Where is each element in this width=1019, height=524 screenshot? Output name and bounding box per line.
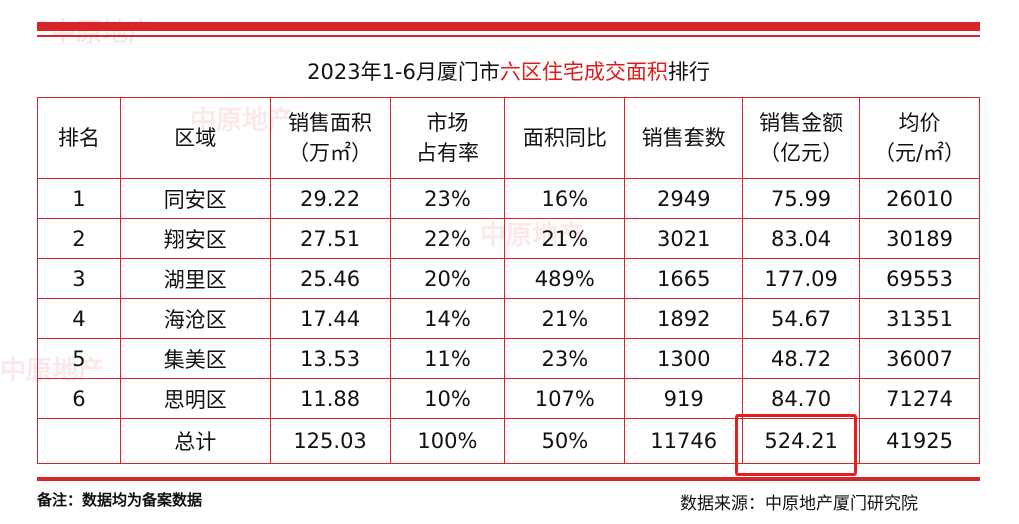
cell: 6 xyxy=(37,378,121,419)
footer-note: 备注：数据均为备案数据 xyxy=(37,491,203,509)
title-highlight: 六区住宅成交面积 xyxy=(499,60,668,84)
cell: 48.72 xyxy=(742,338,861,379)
cell: 20% xyxy=(389,258,506,299)
table-row: 1 同安区 29.22 23% 16% 2949 75.99 26010 xyxy=(37,178,980,219)
bottom-bar xyxy=(37,477,980,481)
cell: 69553 xyxy=(859,258,980,299)
cell: 1665 xyxy=(624,258,744,299)
header-line: 占有率 xyxy=(415,141,479,165)
cell: 27.51 xyxy=(269,218,391,259)
cell: 4 xyxy=(37,298,121,339)
cell: 16% xyxy=(504,178,626,219)
cell: 1892 xyxy=(624,298,744,339)
cell: 30189 xyxy=(859,218,980,259)
cell: 11% xyxy=(389,338,506,379)
table-row: 2 翔安区 27.51 22% 21% 3021 83.04 30189 xyxy=(37,218,980,259)
header-cell: 销售金额 （亿元） xyxy=(742,97,861,179)
cell: 54.67 xyxy=(742,298,861,339)
cell: 489% xyxy=(504,258,626,299)
cell: 919 xyxy=(624,378,744,419)
table: 排名 区域 销售面积 （万㎡） 市场 占有率 面积同比 销售套数 销售金额 （亿元） 均价 （元/㎡）… xyxy=(37,97,980,464)
cell: 10% xyxy=(389,378,506,419)
cell: 26010 xyxy=(859,178,980,219)
header-row: 排名 区域 销售面积 （万㎡） 市场 占有率 面积同比 销售套数 销售金额 （亿元） 均价 （元/㎡） xyxy=(37,97,980,179)
total-row: 总计 125.03 100% 50% 11746 524.21 41925 xyxy=(37,418,980,464)
highlight-box xyxy=(735,414,857,476)
cell: 84.70 xyxy=(742,378,861,419)
header-line: （万㎡） xyxy=(288,141,373,165)
header-line: 区域 xyxy=(174,126,217,150)
cell: 同安区 xyxy=(119,178,271,219)
cell: 13.53 xyxy=(269,338,391,379)
cell: 总计 xyxy=(119,418,271,464)
cell: 11.88 xyxy=(269,378,391,419)
header-cell: 面积同比 xyxy=(504,97,626,179)
header-cell: 均价 （元/㎡） xyxy=(859,97,980,179)
watermark: 中原地产 xyxy=(50,18,155,48)
cell: 75.99 xyxy=(742,178,861,219)
cell: 100% xyxy=(389,418,506,464)
cell: 31351 xyxy=(859,298,980,339)
title: 2023年1-6月厦门市六区住宅成交面积排行 xyxy=(37,56,980,86)
table-row: 4 海沧区 17.44 14% 21% 1892 54.67 31351 xyxy=(37,298,980,339)
header-cell: 销售面积 （万㎡） xyxy=(269,97,391,179)
cell: 14% xyxy=(389,298,506,339)
cell: 3 xyxy=(37,258,121,299)
cell: 125.03 xyxy=(269,418,391,464)
header-line: （元/㎡） xyxy=(873,141,966,165)
header-line: 销售面积 xyxy=(288,111,373,135)
header-line: 排名 xyxy=(57,126,100,150)
header-line: 销售金额 xyxy=(759,111,844,135)
top-line xyxy=(37,35,980,37)
cell: 5 xyxy=(37,338,121,379)
cell: 21% xyxy=(504,218,626,259)
table-row: 6 思明区 11.88 10% 107% 919 84.70 71274 xyxy=(37,378,980,419)
cell: 1 xyxy=(37,178,121,219)
header-cell: 销售套数 xyxy=(624,97,744,179)
cell: 海沧区 xyxy=(119,298,271,339)
cell: 21% xyxy=(504,298,626,339)
cell: 17.44 xyxy=(269,298,391,339)
cell: 湖里区 xyxy=(119,258,271,299)
cell: 1300 xyxy=(624,338,744,379)
header-line: 面积同比 xyxy=(522,126,607,150)
cell: 2949 xyxy=(624,178,744,219)
cell xyxy=(37,418,121,464)
cell: 107% xyxy=(504,378,626,419)
header-line: 市场 xyxy=(426,111,469,135)
header-cell: 市场 占有率 xyxy=(389,97,506,179)
cell: 71274 xyxy=(859,378,980,419)
table-row: 3 湖里区 25.46 20% 489% 1665 177.09 69553 xyxy=(37,258,980,299)
cell: 11746 xyxy=(624,418,744,464)
header-line: 均价 xyxy=(898,111,941,135)
header-line: （亿元） xyxy=(759,141,844,165)
cell: 41925 xyxy=(859,418,980,464)
cell: 36007 xyxy=(859,338,980,379)
header-cell: 区域 xyxy=(119,97,271,179)
cell: 3021 xyxy=(624,218,744,259)
cell: 思明区 xyxy=(119,378,271,419)
title-text: 排行 xyxy=(667,60,710,84)
cell: 29.22 xyxy=(269,178,391,219)
cell: 177.09 xyxy=(742,258,861,299)
cell: 22% xyxy=(389,218,506,259)
footer-source: 数据来源：中原地产厦门研究院 xyxy=(680,494,918,514)
cell: 25.46 xyxy=(269,258,391,299)
table-row: 5 集美区 13.53 11% 23% 1300 48.72 36007 xyxy=(37,338,980,379)
header-cell: 排名 xyxy=(37,97,121,179)
header-line: 销售套数 xyxy=(641,126,726,150)
cell: 83.04 xyxy=(742,218,861,259)
cell: 23% xyxy=(389,178,506,219)
cell: 翔安区 xyxy=(119,218,271,259)
cell: 2 xyxy=(37,218,121,259)
top-bar xyxy=(37,22,980,31)
cell: 50% xyxy=(504,418,626,464)
cell: 23% xyxy=(504,338,626,379)
title-text: 2023年1-6月厦门市 xyxy=(307,60,500,84)
cell: 集美区 xyxy=(119,338,271,379)
